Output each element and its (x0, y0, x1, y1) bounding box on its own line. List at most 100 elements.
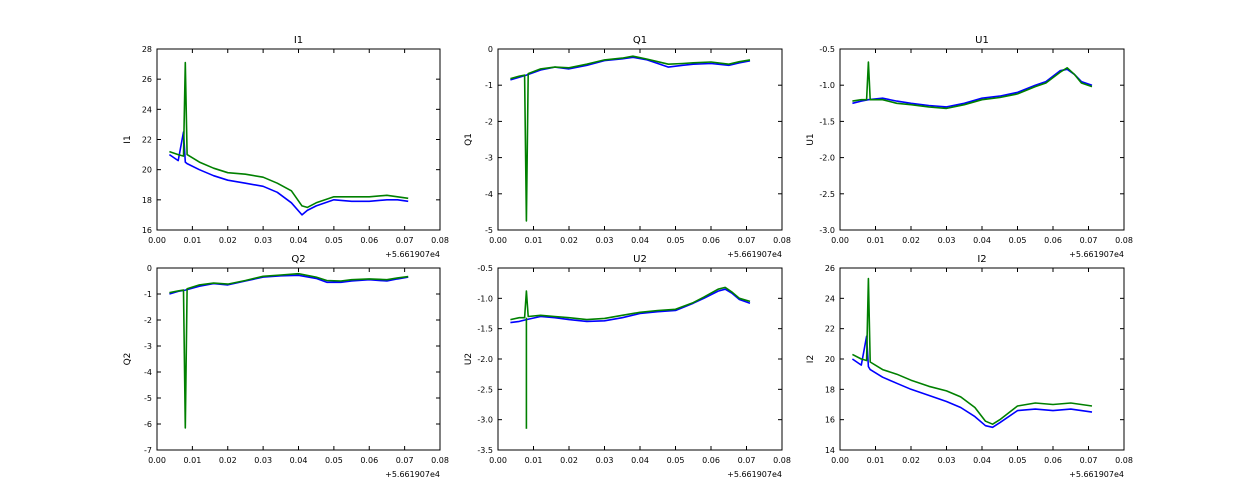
y-tick-label: -5 (144, 394, 152, 403)
x-tick-label: 0.00 (148, 236, 166, 245)
series-line-blue-0 (168, 131, 409, 216)
x-tick-label: 0.02 (560, 456, 578, 465)
series-line-blue-0 (510, 56, 751, 81)
x-tick-label: 0.04 (290, 456, 308, 465)
x-tick-label: 0.05 (1009, 236, 1027, 245)
y-axis-label: Q2 (123, 353, 133, 366)
y-tick-label: 20 (825, 355, 835, 364)
x-tick-label: 0.03 (596, 236, 614, 245)
axes-frame (497, 48, 783, 231)
y-tick-label: 18 (142, 196, 152, 205)
x-tick-label: 0.08 (431, 236, 449, 245)
y-axis-label: Q1 (464, 133, 474, 146)
y-tick-label: 0 (147, 264, 152, 273)
y-tick-label: -3 (144, 342, 152, 351)
y-tick-label: 14 (825, 446, 835, 455)
x-tick-label: 0.04 (631, 456, 649, 465)
y-tick-label: -1.0 (477, 294, 493, 303)
x-tick-label: 0.07 (1080, 456, 1098, 465)
y-axis-label: I1 (123, 135, 133, 143)
x-tick-label: 0.03 (938, 236, 956, 245)
y-tick-label: 18 (825, 385, 835, 394)
series-line-green-1 (169, 272, 409, 429)
y-tick-label: -2.5 (477, 385, 493, 394)
x-tick-label: 0.00 (489, 456, 507, 465)
x-tick-label: 0.05 (1009, 456, 1027, 465)
subplot-title: U1 (975, 35, 989, 46)
x-offset-label: +5.661907e4 (727, 470, 782, 479)
subplot-i1: 0.00 0.01 0.02 0.03 0.04 0.05 0.06 0.07 0.08 16 18… (123, 35, 449, 259)
y-tick-label: 24 (825, 294, 835, 303)
y-tick-label: -2 (144, 316, 152, 325)
x-tick-label: 0.08 (773, 456, 791, 465)
axes-frame (497, 267, 783, 451)
x-offset-label: +5.661907e4 (1069, 250, 1124, 259)
x-tick-label: 0.03 (938, 456, 956, 465)
x-tick-label: 0.02 (219, 236, 237, 245)
x-tick-label: 0.08 (1115, 456, 1133, 465)
subplot-q1: 0.00 0.01 0.02 0.03 0.04 0.05 0.06 0.07 0.08 -5 -4… (464, 35, 791, 259)
x-tick-label: 0.04 (290, 236, 308, 245)
y-tick-label: 0 (488, 45, 493, 54)
x-tick-label: 0.03 (254, 236, 272, 245)
y-tick-label: -2 (485, 117, 493, 126)
x-tick-label: 0.01 (183, 456, 201, 465)
x-tick-label: 0.02 (560, 236, 578, 245)
series-line-blue-0 (852, 68, 1093, 108)
subplot-u2: 0.00 0.01 0.02 0.03 0.04 0.05 0.06 0.07 0.08 -3.5… (464, 254, 791, 479)
y-tick-label: -3.0 (477, 416, 493, 425)
y-tick-label: -1.5 (819, 117, 835, 126)
x-tick-label: 0.06 (360, 456, 378, 465)
y-tick-label: 16 (825, 416, 835, 425)
x-tick-label: 0.01 (525, 456, 543, 465)
x-tick-label: 0.01 (867, 456, 885, 465)
y-axis-label: I2 (806, 355, 816, 363)
axes-frame (839, 48, 1125, 231)
y-tick-label: -0.5 (819, 45, 835, 54)
x-tick-label: 0.07 (396, 456, 414, 465)
y-tick-label: 20 (142, 166, 152, 175)
x-tick-label: 0.02 (219, 456, 237, 465)
x-tick-label: 0.08 (431, 456, 449, 465)
x-tick-label: 0.08 (1115, 236, 1133, 245)
x-tick-label: 0.07 (738, 236, 756, 245)
x-tick-label: 0.06 (702, 236, 720, 245)
x-tick-label: 0.01 (867, 236, 885, 245)
y-tick-label: -2.0 (477, 355, 493, 364)
subplot-title: I2 (977, 254, 986, 265)
x-tick-label: 0.01 (183, 236, 201, 245)
x-tick-label: 0.06 (1044, 236, 1062, 245)
x-tick-label: 0.06 (702, 456, 720, 465)
x-offset-label: +5.661907e4 (385, 250, 440, 259)
y-tick-label: 24 (142, 105, 152, 114)
series-line-blue-0 (851, 335, 1093, 429)
y-tick-label: -3.0 (819, 226, 835, 235)
series-line-green-1 (852, 61, 1093, 110)
subplot-u1: 0.00 0.01 0.02 0.03 0.04 0.05 0.06 0.07 0.08 -3.0… (806, 35, 1133, 259)
x-offset-label: +5.661907e4 (727, 250, 782, 259)
y-tick-label: 16 (142, 226, 152, 235)
x-tick-label: 0.00 (831, 236, 849, 245)
x-tick-label: 0.05 (325, 236, 343, 245)
subplot-title: U2 (633, 254, 647, 265)
x-tick-label: 0.08 (773, 236, 791, 245)
y-tick-label: -1.0 (819, 81, 835, 90)
y-tick-label: -3 (485, 154, 493, 163)
y-tick-label: -3.5 (477, 446, 493, 455)
subplot-title: Q2 (291, 254, 305, 265)
series-line-green-1 (169, 61, 409, 209)
series-line-blue-0 (169, 274, 409, 295)
x-tick-label: 0.03 (596, 456, 614, 465)
x-tick-label: 0.07 (1080, 236, 1098, 245)
y-tick-label: -6 (144, 420, 152, 429)
x-tick-label: 0.02 (902, 236, 920, 245)
y-tick-label: 28 (142, 45, 152, 54)
y-tick-label: -1 (485, 81, 493, 90)
x-tick-label: 0.04 (631, 236, 649, 245)
x-tick-label: 0.00 (831, 456, 849, 465)
y-tick-label: 22 (825, 325, 835, 334)
y-tick-label: 22 (142, 136, 152, 145)
series-line-blue-0 (510, 288, 751, 324)
y-tick-label: -4 (144, 368, 152, 377)
